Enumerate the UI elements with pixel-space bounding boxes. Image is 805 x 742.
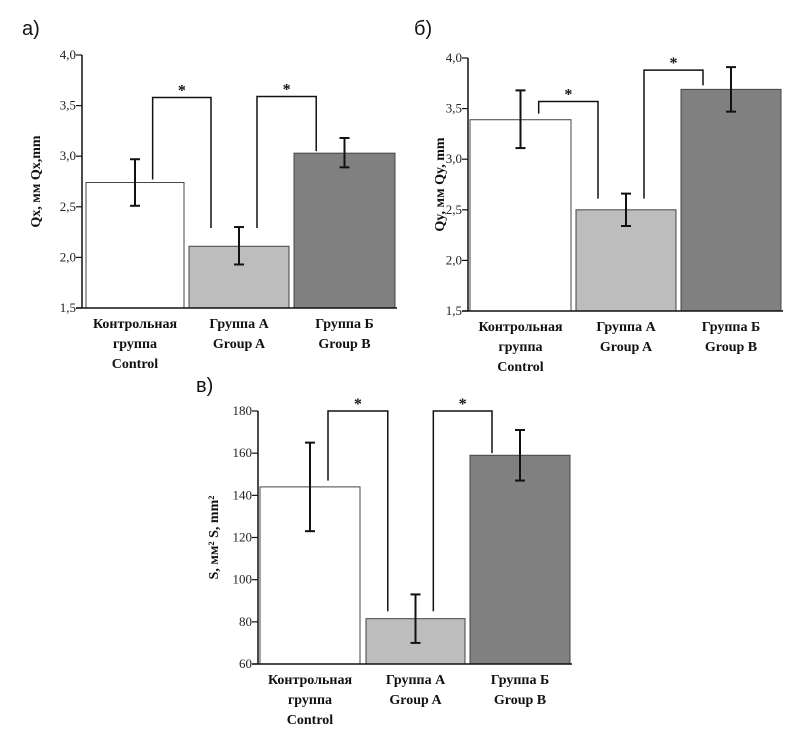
error-bar-3 [726, 66, 736, 113]
category-label: группа [498, 340, 542, 355]
y-tick-label: 2,5 [60, 199, 76, 214]
bar-1 [469, 119, 572, 312]
chart-panel-2: б) Контрольная группа Control Группа А Group … [414, 18, 783, 375]
category-label: Группа А [386, 673, 446, 688]
bar-3 [293, 152, 396, 309]
significance-marker: * [670, 55, 678, 72]
significance-bracket-2 [643, 69, 704, 199]
bar-3 [680, 88, 782, 312]
error-bar-1 [305, 441, 315, 533]
significance-bracket-2 [432, 410, 493, 612]
y-tick-label: 60 [239, 656, 252, 671]
error-bar-1 [515, 89, 526, 150]
panel-label: а) [22, 18, 40, 40]
y-axis-label: S, мм² S, mm² [207, 496, 222, 580]
error-bar-1 [130, 158, 140, 207]
y-tick-label: 1,5 [446, 303, 462, 318]
y-tick-label: 2,0 [446, 252, 462, 267]
y-tick-label: 3,0 [446, 151, 462, 166]
category-label: Группа А [209, 317, 269, 332]
category-label: Group A [213, 337, 266, 352]
y-tick-label: 140 [233, 487, 253, 502]
category-label: Group A [600, 340, 653, 355]
significance-marker: * [354, 396, 362, 413]
category-label: Group B [318, 337, 370, 352]
significance-marker: * [459, 396, 467, 413]
significance-bracket-2 [256, 95, 317, 229]
category-label: Группа А [596, 320, 656, 335]
panel-label: б) [414, 18, 432, 40]
y-tick-label: 3,0 [60, 148, 76, 163]
significance-bracket-1 [537, 100, 599, 199]
error-bar-2 [410, 593, 421, 644]
category-label: группа [113, 337, 157, 352]
y-tick-label: 120 [233, 530, 253, 545]
category-label: Group B [705, 340, 757, 355]
category-label: Группа Б [315, 317, 374, 332]
y-axis-label: Qx, мм Qx,mm [29, 135, 44, 228]
y-tick-label: 180 [233, 403, 253, 418]
category-label: Контрольная [93, 317, 177, 332]
significance-marker: * [564, 87, 572, 104]
y-tick-label: 1,5 [60, 300, 76, 315]
panel-label: в) [196, 375, 213, 397]
category-label: Group A [389, 693, 442, 708]
error-bar-3 [339, 136, 350, 169]
y-tick-label: 100 [233, 572, 253, 587]
y-tick-label: 160 [233, 445, 253, 460]
y-tick-label: 2,5 [446, 202, 462, 217]
y-tick-label: 4,0 [446, 50, 462, 65]
category-label: Group B [494, 693, 546, 708]
error-bar-2 [621, 192, 631, 227]
category-label: Контрольная [478, 320, 562, 335]
category-label: Control [112, 357, 159, 372]
y-tick-label: 4,0 [60, 47, 76, 62]
significance-bracket-1 [151, 96, 212, 229]
chart-panel-3: в) Контрольная группа Control Группа А Group … [196, 375, 572, 728]
category-label: Control [497, 360, 544, 375]
y-tick-label: 3,5 [446, 101, 462, 116]
y-tick-label: 3,5 [60, 98, 76, 113]
category-label: Контрольная [268, 673, 352, 688]
y-tick-label: 80 [239, 614, 252, 629]
category-label: группа [288, 693, 332, 708]
chart-panel-1: а) Контрольная группа Control Группа А Group … [22, 18, 397, 372]
y-axis-label: Qy, мм Qy, mm [433, 137, 448, 231]
significance-bracket-1 [327, 410, 389, 612]
category-label: Control [287, 713, 334, 728]
error-bar-3 [515, 428, 525, 482]
error-bar-2 [234, 226, 244, 266]
bar-3 [469, 454, 571, 665]
significance-marker: * [178, 83, 186, 100]
category-label: Группа Б [702, 320, 761, 335]
y-tick-label: 2,0 [60, 249, 76, 264]
category-label: Группа Б [491, 673, 550, 688]
significance-marker: * [283, 81, 291, 98]
